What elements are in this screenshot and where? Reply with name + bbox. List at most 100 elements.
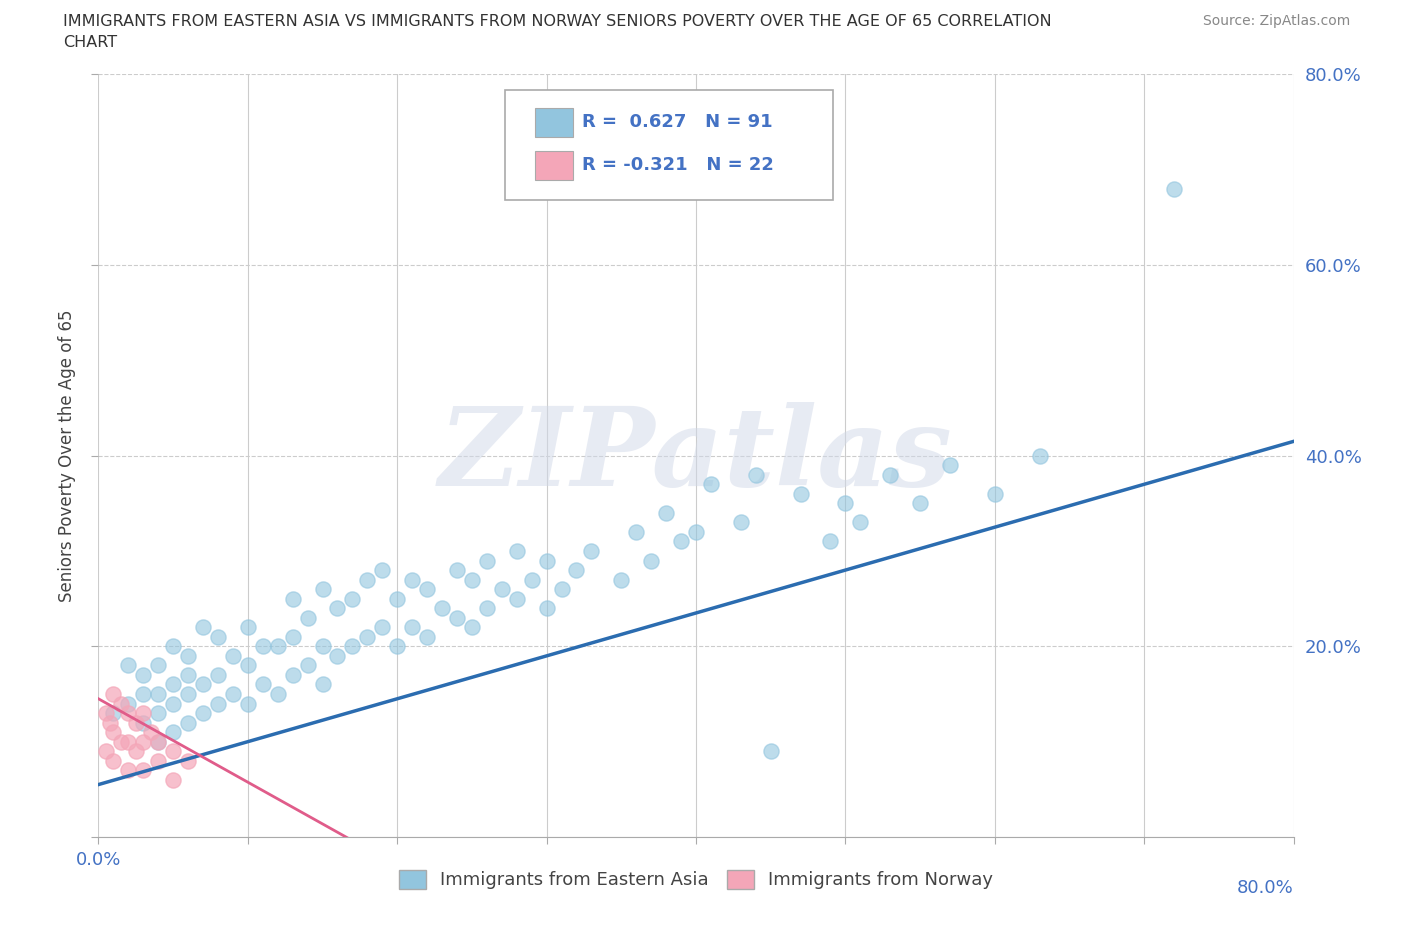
Point [849,515,872,530]
Point [191,677,214,692]
Text: 80.0%: 80.0% [1237,879,1294,897]
Point [520,572,543,587]
Point [103,706,125,721]
Point [148,706,170,721]
Point [177,715,200,730]
Point [730,515,752,530]
Point [162,677,184,692]
Point [191,706,214,721]
Point [117,696,139,711]
Bar [534,108,572,137]
Point [759,744,782,759]
Point [506,543,529,558]
Point [125,715,148,730]
Point [148,686,170,701]
Point [371,563,394,578]
Point [125,744,148,759]
Point [132,715,155,730]
Point [491,582,513,597]
Point [685,525,707,539]
FancyBboxPatch shape [505,89,834,200]
Point [103,686,125,701]
Point [416,582,439,597]
Point [536,553,558,568]
Point [655,506,678,521]
Point [342,639,364,654]
Point [700,477,723,492]
Point [281,668,304,683]
Point [94,744,117,759]
Point [879,467,901,482]
Point [132,706,155,721]
Point [132,686,155,701]
Point [103,724,125,739]
Point [536,601,558,616]
Point [640,553,662,568]
Text: Source: ZipAtlas.com: Source: ZipAtlas.com [1202,14,1350,28]
Point [236,620,259,635]
Point [461,572,484,587]
Point [117,763,139,777]
Point [207,630,229,644]
Point [669,534,692,549]
Point [475,601,498,616]
Point [461,620,484,635]
Point [326,648,349,663]
Point [132,763,155,777]
Point [148,753,170,768]
Point [94,706,117,721]
Point [430,601,453,616]
Point [148,735,170,750]
Point [148,735,170,750]
Point [222,648,245,663]
Point [162,772,184,787]
Point [939,458,962,472]
Point [984,486,1007,501]
Point [401,620,423,635]
Point [267,639,290,654]
Point [311,677,333,692]
Legend: Immigrants from Eastern Asia, Immigrants from Norway: Immigrants from Eastern Asia, Immigrants… [391,863,1001,897]
Point [416,630,439,644]
Point [297,610,319,625]
Point [177,648,200,663]
Point [401,572,423,587]
Point [506,591,529,606]
Point [117,658,139,673]
Text: ZIPatlas: ZIPatlas [439,402,953,510]
Point [281,591,304,606]
Point [162,724,184,739]
Point [610,572,633,587]
Point [475,553,498,568]
Text: R =  0.627   N = 91: R = 0.627 N = 91 [582,113,773,131]
Point [745,467,768,482]
Point [311,639,333,654]
Point [103,753,125,768]
Point [207,696,229,711]
Point [148,658,170,673]
Bar [534,151,572,179]
Point [110,696,132,711]
Point [98,715,122,730]
Point [385,639,409,654]
Point [820,534,842,549]
Point [356,630,378,644]
Point [110,735,132,750]
Point [117,735,139,750]
Point [132,735,155,750]
Text: IMMIGRANTS FROM EASTERN ASIA VS IMMIGRANTS FROM NORWAY SENIORS POVERTY OVER THE : IMMIGRANTS FROM EASTERN ASIA VS IMMIGRAN… [63,14,1052,29]
Point [626,525,648,539]
Y-axis label: Seniors Poverty Over the Age of 65: Seniors Poverty Over the Age of 65 [58,310,76,602]
Point [371,620,394,635]
Point [446,610,468,625]
Point [834,496,856,511]
Point [311,582,333,597]
Point [581,543,603,558]
Point [207,668,229,683]
Point [1163,181,1185,196]
Point [908,496,931,511]
Point [281,630,304,644]
Text: CHART: CHART [63,35,117,50]
Point [789,486,811,501]
Point [222,686,245,701]
